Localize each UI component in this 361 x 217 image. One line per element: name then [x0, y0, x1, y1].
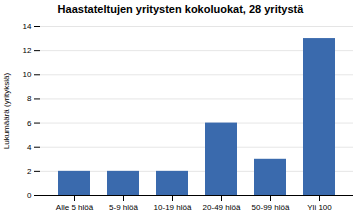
- svg-text:Yli 100: Yli 100: [307, 203, 332, 212]
- svg-text:10: 10: [23, 70, 32, 79]
- svg-text:10-19 hlöä: 10-19 hlöä: [154, 203, 192, 212]
- svg-text:8: 8: [27, 94, 32, 103]
- html-text:Haastateltujen yritysten kokol: Haastateltujen yritysten kokoluokat, 28 …: [57, 3, 304, 15]
- svg-text:12: 12: [23, 46, 32, 55]
- svg-text:5-9 hlöä: 5-9 hlöä: [109, 203, 138, 212]
- svg-text:50-99 hlöä: 50-99 hlöä: [252, 203, 290, 212]
- svg-text:6: 6: [27, 119, 32, 128]
- svg-text:4: 4: [27, 143, 32, 152]
- svg-text:2: 2: [27, 167, 32, 176]
- svg-text:20-49 hlöä: 20-49 hlöä: [203, 203, 241, 212]
- svg-text:Alle 5 hlöä: Alle 5 hlöä: [56, 203, 94, 212]
- svg-text:Lukumäärä (yrityksiä): Lukumäärä (yrityksiä): [2, 72, 11, 149]
- svg-text:14: 14: [23, 22, 32, 31]
- svg-text:0: 0: [27, 191, 32, 200]
